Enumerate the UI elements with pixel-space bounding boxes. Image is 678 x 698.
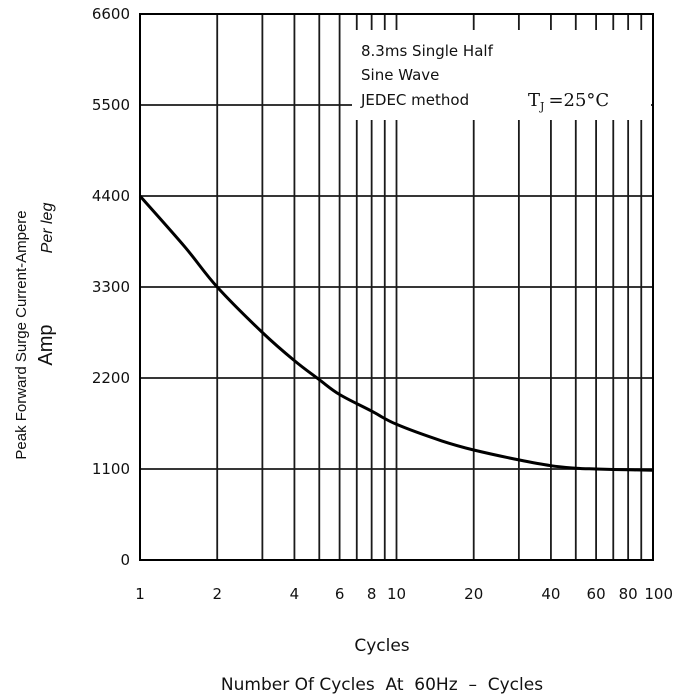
plot-frame — [139, 13, 654, 561]
y-axis-label-unit: Amp — [35, 324, 57, 365]
x-tick-labels: 1 2 4 6 8 10 20 40 60 80 100 — [135, 585, 673, 603]
annotation-background — [352, 30, 651, 120]
y-tick-label: 0 — [120, 551, 130, 569]
plot-border — [139, 13, 654, 561]
temp-subscript: J — [539, 100, 544, 113]
x-axis-sublabel: Number Of Cycles At 60Hz – Cycles — [221, 675, 543, 695]
x-tick-label: 1 — [135, 585, 145, 603]
x-tick-label: 40 — [541, 585, 560, 603]
annotation-line-1: 8.3ms Single Half — [361, 42, 494, 60]
y-tick-label: 3300 — [92, 278, 130, 296]
x-tick-label: 6 — [335, 585, 345, 603]
annotation-box — [352, 30, 651, 120]
x-tick-label: 100 — [644, 585, 673, 603]
junction-temperature-label: TJ =25°C — [528, 90, 609, 113]
y-tick-label: 6600 — [92, 5, 130, 23]
annotation-line-2: Sine Wave — [361, 66, 439, 84]
y-tick-labels: 0 1100 2200 3300 4400 5500 6600 — [92, 5, 130, 569]
temp-value: =25°C — [548, 90, 609, 111]
x-tick-label: 60 — [587, 585, 606, 603]
x-tick-label: 2 — [212, 585, 222, 603]
x-tick-label: 10 — [387, 585, 406, 603]
y-tick-label: 2200 — [92, 369, 130, 387]
y-tick-label: 1100 — [92, 460, 130, 478]
surge-curve — [138, 195, 654, 472]
y-axis-label-per-leg: Per leg — [39, 203, 56, 254]
y-tick-label: 5500 — [92, 96, 130, 114]
x-tick-label: 80 — [619, 585, 638, 603]
x-tick-label: 4 — [290, 585, 300, 603]
x-tick-label: 8 — [367, 585, 377, 603]
y-axis-label-main: Peak Forward Surge Current-Ampere — [13, 210, 30, 459]
temp-symbol: T — [528, 90, 540, 111]
surge-current-line — [138, 195, 654, 472]
y-tick-label: 4400 — [92, 187, 130, 205]
annotation-line-3: JEDEC method — [360, 91, 469, 109]
x-tick-label: 20 — [464, 585, 483, 603]
x-axis-label: Cycles — [354, 636, 409, 656]
